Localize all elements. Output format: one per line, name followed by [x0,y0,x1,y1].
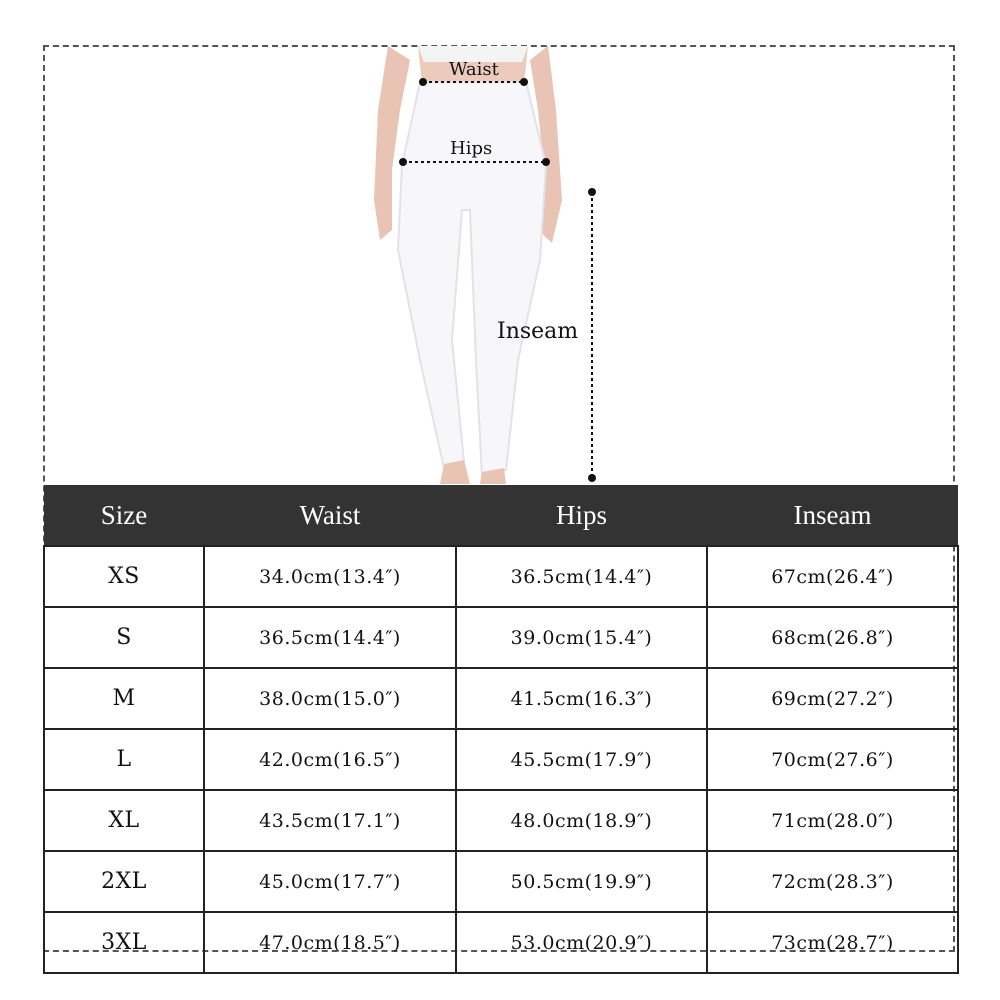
cell-size: S [43,606,205,669]
cell-size: XS [43,545,205,608]
inseam-label: Inseam [497,319,579,344]
cell-hips: 50.5cm(19.9″) [455,850,708,913]
sports-top [418,46,528,62]
header-size: Size [44,485,204,546]
table-row: 3XL 47.0cm(18.5″) 53.0cm(20.9″) 73cm(28.7″) [43,911,959,974]
table-header-row: Size Waist Hips Inseam [44,485,958,546]
cell-hips: 36.5cm(14.4″) [455,545,708,608]
left-foot [440,460,470,484]
cell-size: XL [43,789,205,852]
cell-inseam: 69cm(27.2″) [706,667,959,730]
cell-size: L [43,728,205,791]
cell-waist: 36.5cm(14.4″) [203,606,457,669]
cell-inseam: 73cm(28.7″) [706,911,959,974]
cell-waist: 45.0cm(17.7″) [203,850,457,913]
size-chart-table: Size Waist Hips Inseam XS 34.0cm(13.4″) 36… [43,485,959,974]
cell-hips: 53.0cm(20.9″) [455,911,708,974]
waist-label: Waist [449,59,499,80]
cell-inseam: 68cm(26.8″) [706,606,959,669]
cell-inseam: 71cm(28.0″) [706,789,959,852]
cell-waist: 38.0cm(15.0″) [203,667,457,730]
cell-inseam: 72cm(28.3″) [706,850,959,913]
right-arm [530,46,562,243]
cell-inseam: 67cm(26.4″) [706,545,959,608]
cell-inseam: 70cm(27.6″) [706,728,959,791]
cell-hips: 48.0cm(18.9″) [455,789,708,852]
cell-size: 3XL [43,911,205,974]
right-foot [480,468,506,484]
table-row: XS 34.0cm(13.4″) 36.5cm(14.4″) 67cm(26.4″) [43,545,959,608]
table-row: 2XL 45.0cm(17.7″) 50.5cm(19.9″) 72cm(28.3″) [43,850,959,913]
left-arm [374,46,410,240]
hips-label: Hips [450,138,493,159]
header-inseam: Inseam [707,485,958,546]
leggings [396,81,548,478]
cell-hips: 39.0cm(15.4″) [455,606,708,669]
table-row: M 38.0cm(15.0″) 41.5cm(16.3″) 69cm(27.2″) [43,667,959,730]
cell-waist: 43.5cm(17.1″) [203,789,457,852]
cell-hips: 45.5cm(17.9″) [455,728,708,791]
cell-waist: 42.0cm(16.5″) [203,728,457,791]
leggings-model-illustration [374,46,596,484]
table-row: L 42.0cm(16.5″) 45.5cm(17.9″) 70cm(27.6″) [43,728,959,791]
cell-hips: 41.5cm(16.3″) [455,667,708,730]
cell-size: 2XL [43,850,205,913]
header-waist: Waist [204,485,456,546]
cell-waist: 34.0cm(13.4″) [203,545,457,608]
header-hips: Hips [456,485,707,546]
cell-waist: 47.0cm(18.5″) [203,911,457,974]
table-row: S 36.5cm(14.4″) 39.0cm(15.4″) 68cm(26.8″) [43,606,959,669]
cell-size: M [43,667,205,730]
table-row: XL 43.5cm(17.1″) 48.0cm(18.9″) 71cm(28.0″) [43,789,959,852]
model-figure: Waist Hips Inseam [0,0,1000,485]
